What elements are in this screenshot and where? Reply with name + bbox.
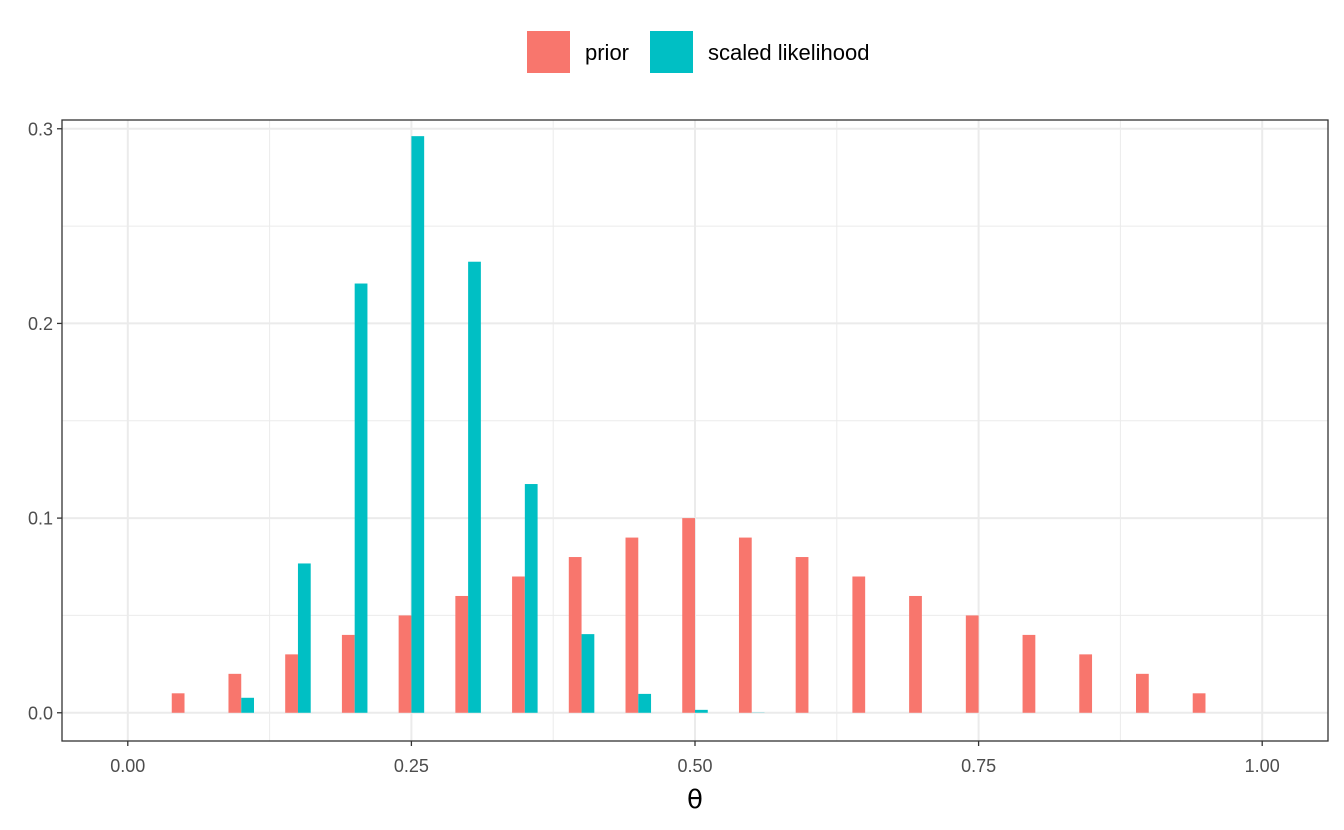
bar-scaled-likelihood	[638, 693, 652, 713]
x-tick-label: 0.75	[961, 756, 996, 776]
bar-scaled-likelihood	[695, 709, 708, 713]
y-tick-label: 0.3	[28, 119, 53, 139]
bars	[171, 136, 1206, 713]
bar-prior	[341, 634, 355, 713]
bar-prior	[1192, 693, 1206, 713]
bar-prior	[738, 537, 752, 713]
axes: 0.0 0.1 0.2 0.3 0.00 0.25 0.50 0.75 1.00	[28, 119, 1280, 776]
x-tick-label: 0.00	[110, 756, 145, 776]
bar-prior	[625, 537, 639, 713]
legend-label-prior: prior	[585, 40, 629, 65]
bar-scaled-likelihood	[297, 563, 311, 713]
bar-prior	[512, 576, 525, 713]
legend: prior scaled likelihood	[527, 31, 869, 73]
bar-prior	[1022, 634, 1036, 713]
x-axis-title: θ	[687, 785, 703, 815]
bar-scaled-likelihood	[354, 283, 368, 713]
x-tick-label: 1.00	[1245, 756, 1280, 776]
bar-scaled-likelihood	[581, 634, 595, 713]
bar-prior	[228, 673, 242, 713]
bar-scaled-likelihood	[524, 484, 538, 713]
x-tick-label: 0.50	[677, 756, 712, 776]
bar-prior	[909, 595, 922, 713]
bar-prior	[171, 693, 185, 713]
legend-label-scaled-likelihood: scaled likelihood	[708, 40, 869, 65]
legend-key-scaled-likelihood	[650, 31, 693, 73]
bar-scaled-likelihood	[468, 261, 481, 713]
bar-prior	[1079, 654, 1093, 713]
y-tick-label: 0.2	[28, 314, 53, 334]
bar-scaled-likelihood	[241, 697, 254, 713]
bar-prior	[682, 518, 695, 713]
y-tick-label: 0.1	[28, 509, 53, 529]
x-tick-label: 0.25	[394, 756, 429, 776]
bar-prior	[568, 557, 582, 713]
bar-prior	[795, 557, 809, 713]
y-tick-label: 0.0	[28, 703, 53, 723]
legend-key-prior	[527, 31, 570, 73]
bar-scaled-likelihood	[411, 136, 425, 713]
bar-prior	[285, 654, 298, 713]
bar-prior	[1136, 673, 1149, 713]
bar-prior	[455, 595, 469, 713]
bar-prior	[852, 576, 866, 713]
bar-prior	[398, 615, 412, 713]
bar-prior	[965, 615, 979, 713]
